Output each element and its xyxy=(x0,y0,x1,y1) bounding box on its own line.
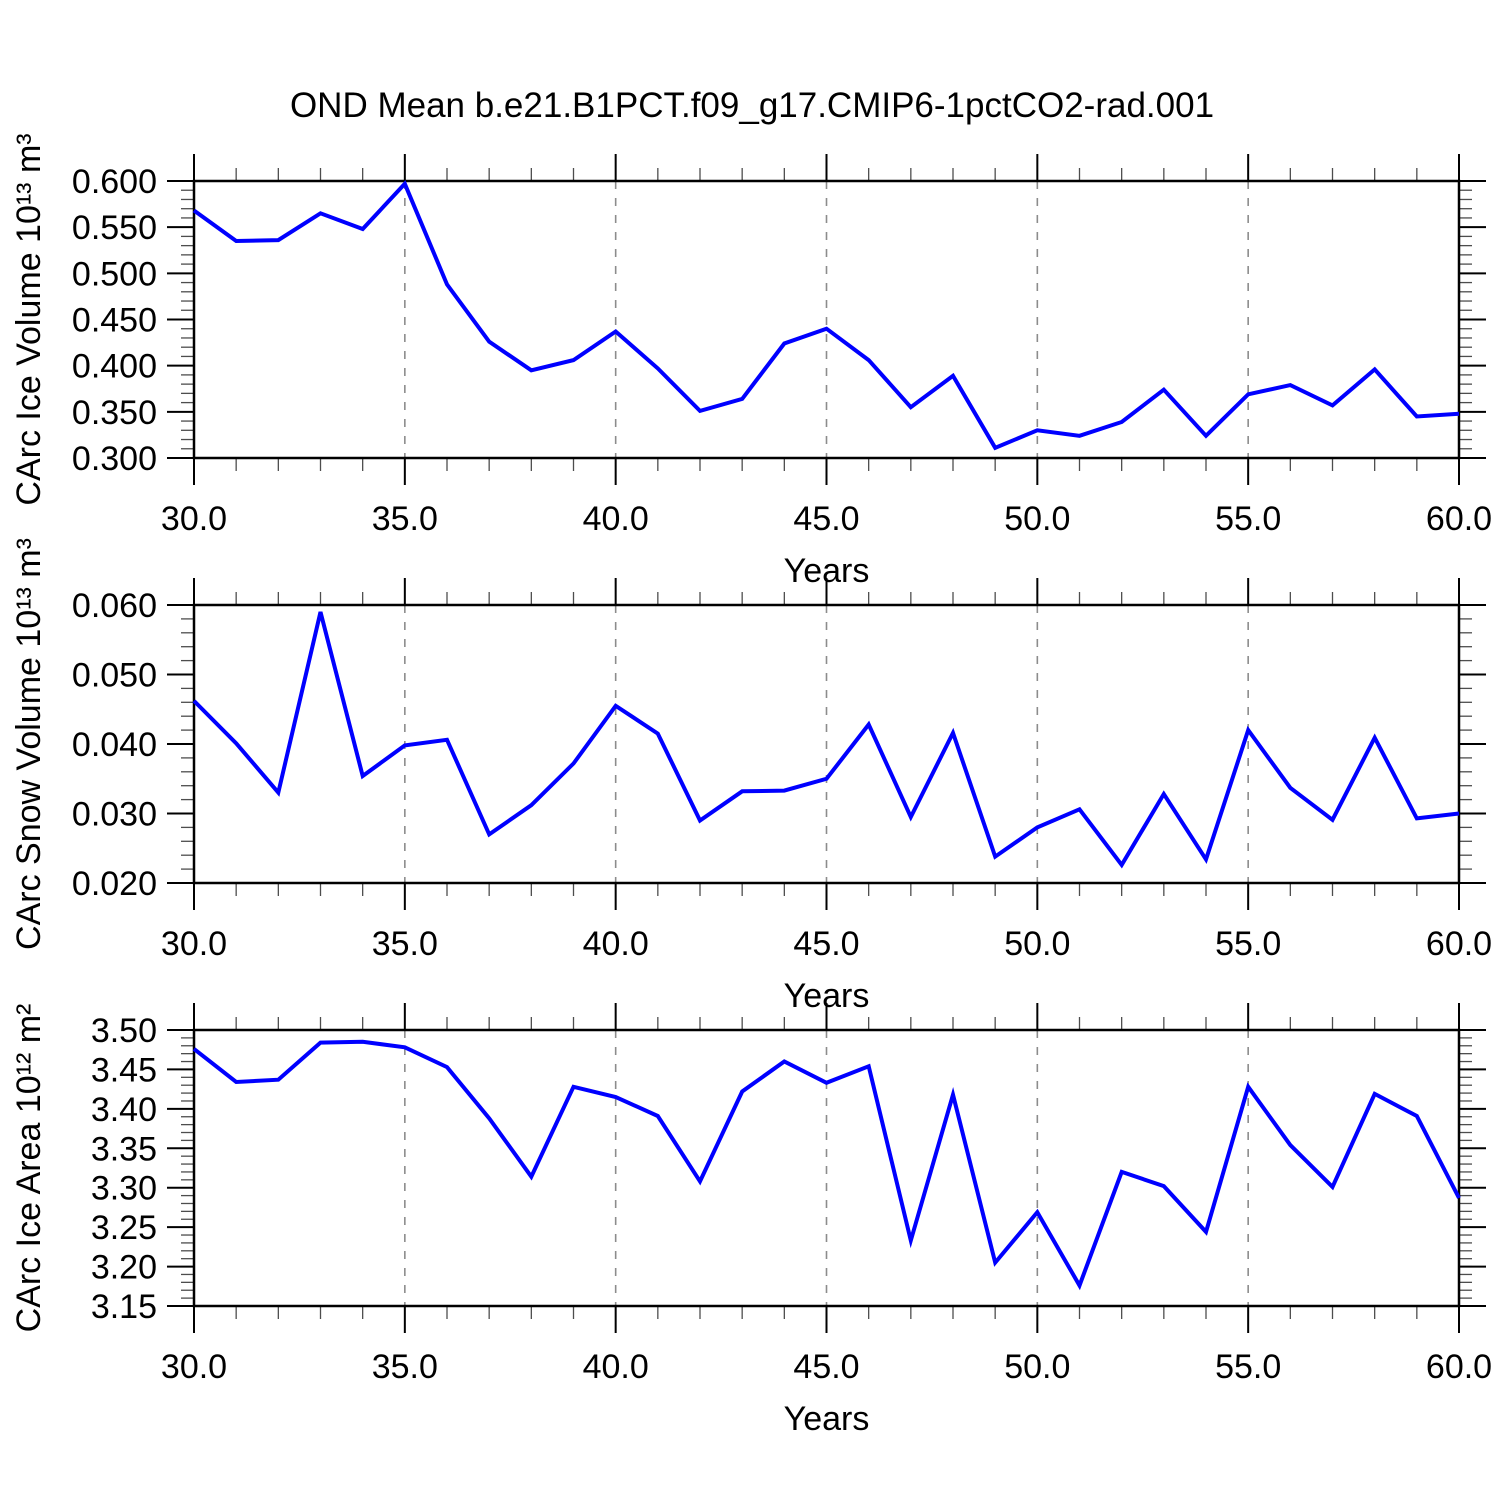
x-tick-label: 35.0 xyxy=(372,925,438,963)
x-tick-label: 30.0 xyxy=(161,500,227,538)
data-line xyxy=(192,1039,1461,1291)
plot-frame xyxy=(192,1028,1461,1308)
x-tick-label: 55.0 xyxy=(1215,1348,1281,1386)
y-tick-label: 0.550 xyxy=(72,209,157,247)
x-tick-label: 50.0 xyxy=(1004,925,1070,963)
y-tick-label: 0.040 xyxy=(72,726,157,764)
y-tick-label: 0.400 xyxy=(72,348,157,386)
panel-1: 0.300 0.350 0.400 0.450 0.500 0.550 0.600 30.0 3… xyxy=(10,133,1492,590)
x-tick-label: 60.0 xyxy=(1426,1348,1492,1386)
y-tick-label: 3.15 xyxy=(91,1288,157,1326)
plot-frame xyxy=(192,179,1461,460)
panel-3: 3.153.203.253.303.353.403.453.50 30.0 35.0… xyxy=(10,1003,1492,1438)
x-tick-label: 35.0 xyxy=(372,500,438,538)
y-tick-label: 3.45 xyxy=(91,1051,157,1089)
x-tick-label: 55.0 xyxy=(1215,500,1281,538)
y-axis-title: CArc Snow Volume 10¹³ m³ xyxy=(10,538,48,950)
x-tick-label: 50.0 xyxy=(1004,500,1070,538)
x-tick-label: 45.0 xyxy=(793,500,859,538)
data-line xyxy=(192,180,1460,451)
y-tick-label: 3.50 xyxy=(91,1012,157,1050)
y-tick-label: 3.25 xyxy=(91,1209,157,1247)
y-axis-title: CArc Ice Area 10¹² m² xyxy=(10,1004,48,1333)
x-tick-label: 60.0 xyxy=(1426,500,1492,538)
y-axis-title: CArc Ice Volume 10¹³ m³ xyxy=(10,133,48,505)
y-tick-label: 3.40 xyxy=(91,1091,157,1129)
panel-2: 0.020 0.030 0.040 0.050 0.060 30.0 35.0 40.0 45.… xyxy=(10,538,1492,1015)
chart-title: OND Mean b.e21.B1PCT.f09_g17.CMIP6-1pctC… xyxy=(290,86,1214,125)
x-tick-label: 45.0 xyxy=(793,925,859,963)
y-tick-label: 0.030 xyxy=(72,796,157,834)
x-tick-label: 40.0 xyxy=(583,1348,649,1386)
x-tick-label: 50.0 xyxy=(1004,1348,1070,1386)
y-tick-label: 0.020 xyxy=(72,865,157,903)
y-tick-label: 0.450 xyxy=(72,302,157,340)
y-tick-label: 0.600 xyxy=(72,163,157,201)
y-tick-label: 3.20 xyxy=(91,1249,157,1287)
y-tick-label: 3.35 xyxy=(91,1130,157,1168)
y-tick-label: 3.30 xyxy=(91,1170,157,1208)
y-tick-label: 0.050 xyxy=(72,657,157,695)
y-tick-label: 0.500 xyxy=(72,255,157,293)
y-tick-label: 0.300 xyxy=(72,440,157,478)
x-axis-title: Years xyxy=(784,1400,870,1438)
x-tick-label: 30.0 xyxy=(161,1348,227,1386)
x-tick-label: 40.0 xyxy=(583,500,649,538)
x-tick-label: 35.0 xyxy=(372,1348,438,1386)
y-tick-label: 0.350 xyxy=(72,394,157,432)
plot-frame xyxy=(192,603,1461,885)
data-line xyxy=(192,611,1460,869)
x-tick-label: 55.0 xyxy=(1215,925,1281,963)
x-tick-label: 40.0 xyxy=(583,925,649,963)
x-tick-label: 30.0 xyxy=(161,925,227,963)
x-tick-label: 60.0 xyxy=(1426,925,1492,963)
x-tick-label: 45.0 xyxy=(793,1348,859,1386)
y-tick-label: 0.060 xyxy=(72,587,157,625)
